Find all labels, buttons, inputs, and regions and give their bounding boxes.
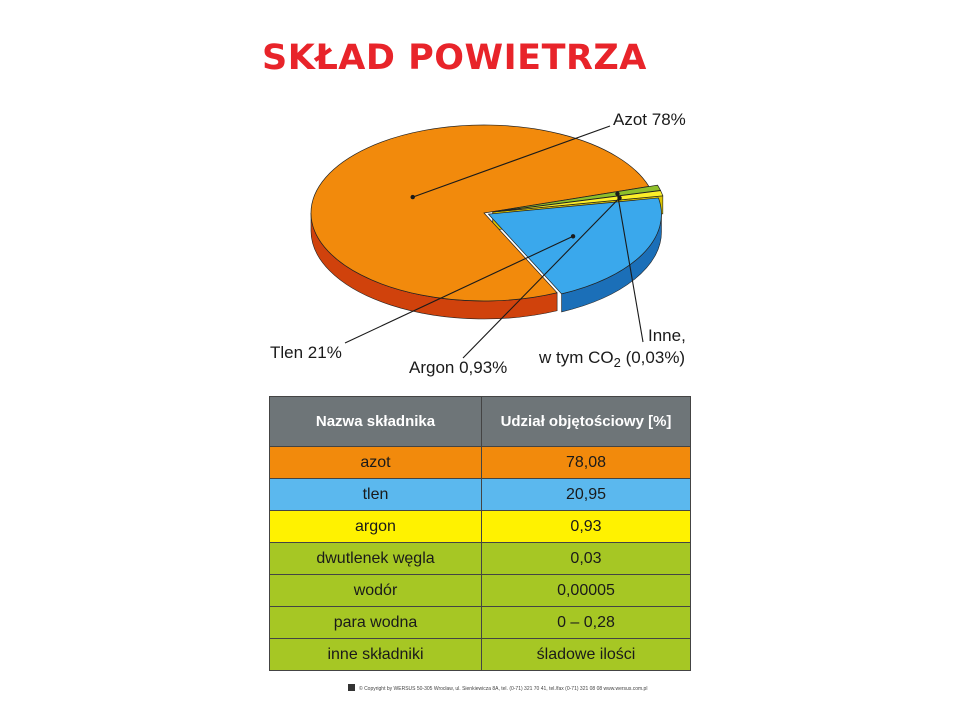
pie-slice-azot xyxy=(310,124,650,302)
label-azot: Azot 78% xyxy=(613,110,686,129)
cell-name: argon xyxy=(269,510,482,543)
label-inne-subscript: 2 xyxy=(613,355,621,370)
label-inne-co: w tym CO xyxy=(539,348,614,367)
cell-value: 20,95 xyxy=(481,478,691,511)
leader-dot-argon xyxy=(617,195,622,201)
copyright-footer: © Copyright by WERSUS 50-305 Wrocław, ul… xyxy=(348,684,647,692)
label-inne-line1: Inne, xyxy=(648,326,686,345)
cell-name: tlen xyxy=(269,478,482,511)
cell-value: 0,03 xyxy=(481,542,691,575)
table-row: wodór 0,00005 xyxy=(269,574,691,607)
cell-value: 0 – 0,28 xyxy=(481,606,691,639)
leader-dot-azot xyxy=(410,194,415,200)
cell-value: 78,08 xyxy=(481,446,691,479)
table-header-row: Nazwa składnika Udział objętościowy [%] xyxy=(269,396,691,447)
leader-line-argon xyxy=(462,197,620,359)
label-inne-percent: (0,03%) xyxy=(620,348,686,367)
cell-name: dwutlenek węgla xyxy=(269,542,482,575)
leader-line-azot xyxy=(412,125,611,198)
table-row: inne składniki śladowe ilości xyxy=(269,638,691,671)
cell-name: para wodna xyxy=(269,606,482,639)
cell-name: wodór xyxy=(269,574,482,607)
leader-line-tlen xyxy=(344,235,574,344)
cell-value: 0,93 xyxy=(481,510,691,543)
header-name: Nazwa składnika xyxy=(269,396,482,447)
leader-dot-inne xyxy=(615,191,620,196)
table-row: argon 0,93 xyxy=(269,510,691,543)
header-share: Udział objętościowy [%] xyxy=(481,396,691,447)
label-tlen: Tlen 21% xyxy=(270,343,342,362)
table-row: tlen 20,95 xyxy=(269,478,691,511)
footer-text: © Copyright by WERSUS 50-305 Wrocław, ul… xyxy=(359,686,648,692)
cell-value: śladowe ilości xyxy=(481,638,691,671)
cell-name: inne składniki xyxy=(269,638,482,671)
leader-dot-tlen xyxy=(570,234,576,239)
table-row: azot 78,08 xyxy=(269,446,691,479)
cell-name: azot xyxy=(269,446,482,479)
composition-table: Nazwa składnika Udział objętościowy [%] … xyxy=(269,396,691,671)
table-row: dwutlenek węgla 0,03 xyxy=(269,542,691,575)
label-inne-line2: w tym CO2 (0,03%) xyxy=(539,348,685,370)
label-argon: Argon 0,93% xyxy=(409,358,508,377)
publisher-logo-icon xyxy=(348,684,355,691)
pie-slice-tlen xyxy=(487,197,662,295)
page-title: SKŁAD POWIETRZA xyxy=(262,38,647,78)
leader-line-inne xyxy=(616,193,644,343)
cell-value: 0,00005 xyxy=(481,574,691,607)
table-row: para wodna 0 – 0,28 xyxy=(269,606,691,639)
